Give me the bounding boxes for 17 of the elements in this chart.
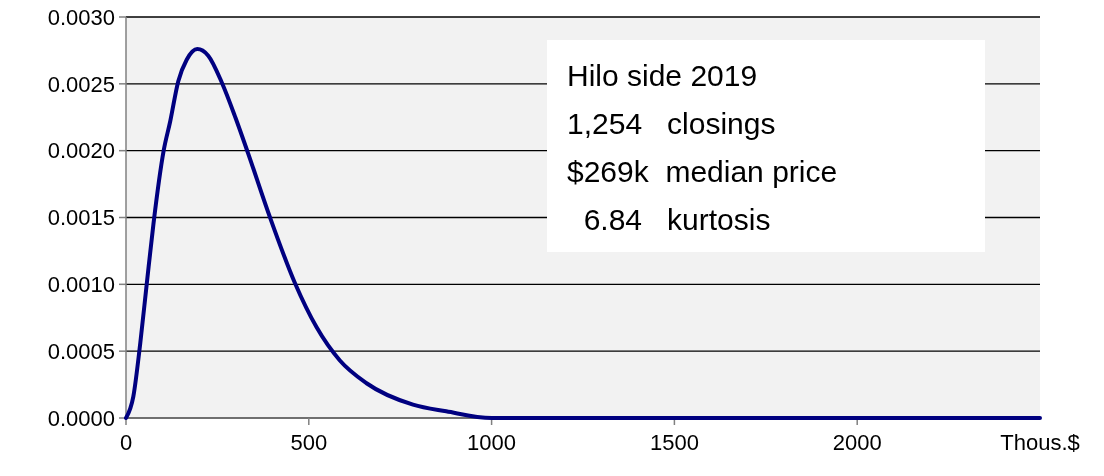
x-tick-label: 1000 (467, 430, 517, 455)
y-tick-label: 0.0000 (47, 405, 115, 431)
annotation: 6.84 kurtosis (567, 202, 771, 236)
y-tick-label: 0.0005 (47, 338, 115, 364)
annotation: Hilo side 2019 (567, 58, 758, 92)
y-tick-label: 0.0030 (47, 4, 115, 30)
y-tick-label: 0.0020 (47, 138, 115, 164)
x-tick-label: 1500 (649, 430, 699, 455)
x-tick-label: 500 (290, 430, 328, 455)
annotation: $269k median price (567, 154, 838, 188)
annotation: 1,254 closings (567, 106, 776, 140)
y-tick-label: 0.0010 (47, 272, 115, 298)
y-tick-label: 0.0025 (47, 71, 115, 97)
x-tick-label: 0 (119, 430, 133, 455)
y-tick-label: 0.0015 (47, 205, 115, 231)
x-tick-label: 2000 (832, 430, 882, 455)
x-axis-title: Thous.$ (1000, 430, 1080, 455)
